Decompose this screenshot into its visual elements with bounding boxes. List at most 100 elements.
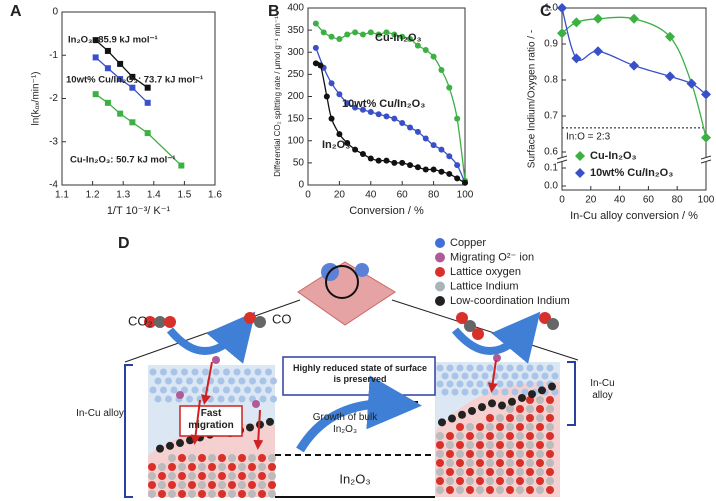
atom: [486, 423, 494, 431]
y-tick-label: 0.8: [544, 75, 558, 86]
point: [129, 119, 136, 126]
panel-label: C: [540, 3, 552, 20]
atom: [176, 391, 184, 399]
atom: [486, 364, 494, 372]
atom: [436, 441, 444, 449]
point: [312, 20, 319, 27]
atom: [446, 486, 454, 494]
point: [312, 60, 319, 67]
atom: [228, 377, 235, 385]
point: [336, 131, 343, 138]
atom: [486, 441, 494, 449]
atom: [148, 490, 156, 498]
atom: [156, 444, 164, 453]
atom: [486, 450, 494, 458]
y-tick-label: 0: [52, 7, 58, 18]
atom: [188, 481, 196, 489]
atom: [536, 477, 544, 485]
point: [593, 46, 603, 57]
atom: [511, 372, 519, 380]
atom: [154, 377, 162, 385]
atom: [218, 481, 226, 489]
atom: [248, 490, 256, 498]
point: [92, 37, 99, 44]
atom: [516, 477, 524, 485]
atom: [217, 377, 225, 385]
y-tick-label: 100: [287, 135, 304, 146]
x-tick-label: 1.5: [177, 190, 191, 201]
atom: [506, 405, 514, 413]
legend-marker: [575, 168, 585, 178]
atom: [238, 472, 246, 480]
point: [430, 142, 437, 149]
atom: [526, 441, 534, 449]
point: [446, 84, 453, 91]
point: [117, 76, 124, 83]
atom: [254, 386, 262, 394]
panel-label: B: [268, 3, 280, 20]
y-axis-label: Surface Indium/Oxygen ratio / -: [527, 30, 538, 168]
atom: [466, 468, 474, 476]
atom: [218, 472, 226, 480]
atom: [486, 414, 494, 422]
point: [422, 166, 429, 173]
alloy-label: In-Cu alloy: [590, 378, 615, 401]
axis-break: [700, 155, 712, 164]
atom: [526, 380, 534, 388]
bracket: [124, 364, 133, 498]
point: [344, 100, 351, 107]
point: [454, 162, 461, 169]
atom: [212, 356, 220, 364]
atom: [481, 372, 489, 380]
series-label: In₂O₃: [322, 139, 350, 151]
atom: [476, 364, 484, 372]
atom: [506, 450, 514, 458]
point: [352, 146, 359, 153]
reference-label: In:O = 2:3: [566, 132, 611, 143]
x-tick-label: 1.3: [116, 190, 130, 201]
atom: [468, 406, 476, 415]
atom: [258, 472, 266, 480]
point: [367, 29, 374, 36]
atom: [526, 450, 534, 458]
y-tick-label: -2: [49, 93, 58, 104]
point: [104, 65, 111, 72]
note: Highly reduced state of surface is prese…: [292, 363, 428, 384]
point: [414, 164, 421, 171]
atom: [466, 441, 474, 449]
migration-arrow: [487, 359, 498, 393]
point: [414, 128, 421, 135]
atom: [178, 481, 186, 489]
copper-cluster: [355, 263, 369, 277]
legend-swatch: [435, 238, 445, 248]
atom: [436, 486, 444, 494]
legend-label: Lattice Indium: [450, 280, 518, 292]
reaction-arrow: [451, 311, 541, 364]
y-tick-label: 350: [287, 25, 304, 36]
atom: [546, 423, 554, 431]
migration-arrow: [253, 409, 264, 450]
atom: [168, 463, 176, 471]
point: [407, 162, 414, 169]
atom: [178, 454, 186, 462]
point: [454, 115, 461, 122]
x-axis-label: 1/T 10⁻³/ K⁻¹: [107, 205, 171, 217]
y-tick-label: 0: [298, 180, 304, 191]
atom: [536, 441, 544, 449]
atom: [506, 468, 514, 476]
atom: [486, 459, 494, 467]
atom: [238, 490, 246, 498]
point: [557, 28, 567, 39]
atom: [506, 364, 514, 372]
point: [104, 47, 111, 54]
atom: [188, 490, 196, 498]
atom: [541, 372, 549, 380]
atom: [258, 490, 266, 498]
point: [323, 93, 330, 100]
x-axis-label: In-Cu alloy conversion / %: [570, 210, 698, 222]
atom: [466, 423, 474, 431]
atom: [496, 477, 504, 485]
atom: [217, 395, 225, 403]
atom: [496, 486, 504, 494]
